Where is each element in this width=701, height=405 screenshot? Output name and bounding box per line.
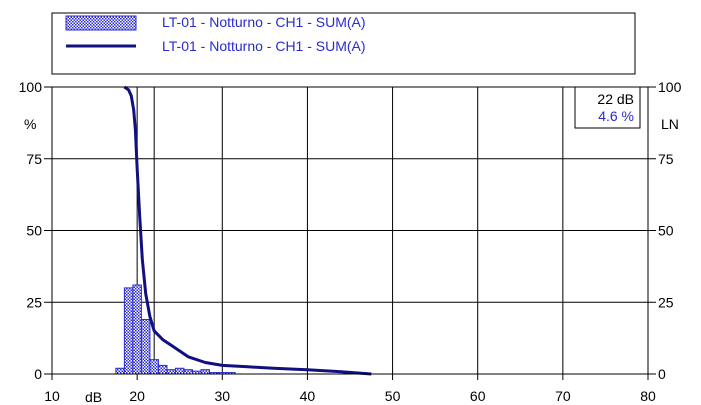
y-tick-label-left-50: 50 bbox=[26, 223, 42, 239]
x-tick-label-40: 40 bbox=[300, 388, 316, 404]
histogram-bar-10 bbox=[200, 369, 211, 375]
histogram-bar-8 bbox=[183, 369, 193, 375]
plot-axes bbox=[44, 86, 656, 380]
y-tick-label-left-0: 0 bbox=[34, 366, 42, 382]
legend-curve-label: LT-01 - Notturno - CH1 - SUM(A) bbox=[162, 38, 366, 54]
x-tick-label-20: 20 bbox=[129, 388, 145, 404]
y-tick-label-left-100: 100 bbox=[19, 79, 43, 95]
x-tick-label-50: 50 bbox=[385, 388, 401, 404]
y-tick-label-right-25: 25 bbox=[658, 294, 674, 310]
histogram-bar-4 bbox=[149, 359, 159, 375]
x-tick-label-70: 70 bbox=[555, 388, 571, 404]
y-tick-label-right-50: 50 bbox=[658, 223, 674, 239]
x-tick-label-10: 10 bbox=[44, 388, 60, 404]
x-tick-label-30: 30 bbox=[214, 388, 230, 404]
y-tick-label-right-0: 0 bbox=[658, 366, 666, 382]
y-tick-label-left-75: 75 bbox=[26, 151, 42, 167]
x-tick-label-80: 80 bbox=[640, 388, 656, 404]
y-tick-label-right-100: 100 bbox=[658, 79, 682, 95]
cursor-pct-value: 4.6 % bbox=[598, 108, 634, 124]
y-tick-label-right-75: 75 bbox=[658, 151, 674, 167]
x-tick-label-60: 60 bbox=[470, 388, 486, 404]
histogram-bar-7 bbox=[174, 367, 185, 375]
histogram-bar-2 bbox=[132, 284, 142, 375]
y-tick-label-left-25: 25 bbox=[26, 294, 42, 310]
histogram-bar-6 bbox=[166, 369, 176, 375]
cursor-db-value: 22 dB bbox=[597, 91, 634, 107]
histogram-bar-3 bbox=[140, 318, 151, 375]
y-axis-label-right: LN bbox=[661, 116, 679, 132]
cumulative-curve bbox=[123, 85, 372, 376]
legend: LT-01 - Notturno - CH1 - SUM(A) LT-01 - … bbox=[51, 12, 636, 75]
x-axis-label: dB bbox=[85, 389, 102, 405]
cursor-readout-frame bbox=[574, 86, 641, 129]
cumulative-curve-line bbox=[123, 85, 372, 376]
histogram-bar-1 bbox=[123, 287, 134, 375]
tick-labels: 0 25 50 75 100 0 25 50 75 100 10 20 30 40 50 60 70 80 bbox=[19, 79, 682, 404]
histogram-bar-5 bbox=[157, 364, 168, 375]
legend-frame bbox=[51, 12, 636, 75]
cursor-readout: 22 dB 4.6 % bbox=[574, 86, 641, 129]
y-axis-label-left: % bbox=[24, 116, 36, 132]
legend-histogram-label: LT-01 - Notturno - CH1 - SUM(A) bbox=[162, 14, 366, 30]
legend-histogram-swatch bbox=[65, 15, 137, 31]
histogram-bar-0 bbox=[115, 367, 125, 375]
